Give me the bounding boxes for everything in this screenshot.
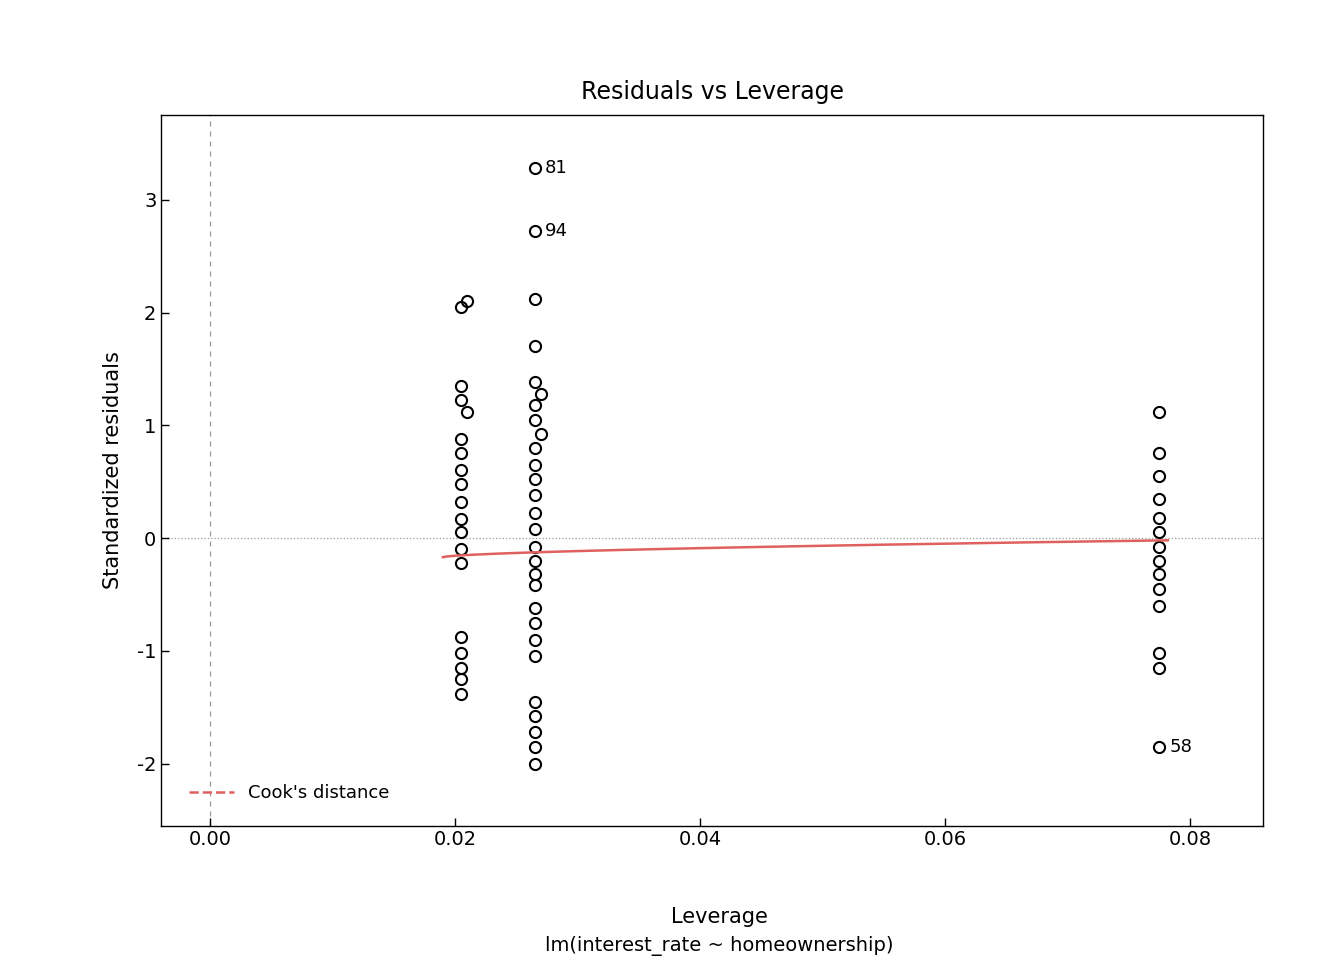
Title: Residuals vs Leverage: Residuals vs Leverage: [581, 80, 844, 104]
Text: 58: 58: [1169, 737, 1192, 756]
Text: Leverage: Leverage: [671, 907, 767, 926]
Legend: Cook's distance: Cook's distance: [181, 777, 396, 809]
Text: lm(interest_rate ~ homeownership): lm(interest_rate ~ homeownership): [544, 936, 894, 955]
Y-axis label: Standardized residuals: Standardized residuals: [103, 351, 124, 589]
Text: 94: 94: [544, 223, 567, 240]
Text: 81: 81: [544, 159, 567, 178]
